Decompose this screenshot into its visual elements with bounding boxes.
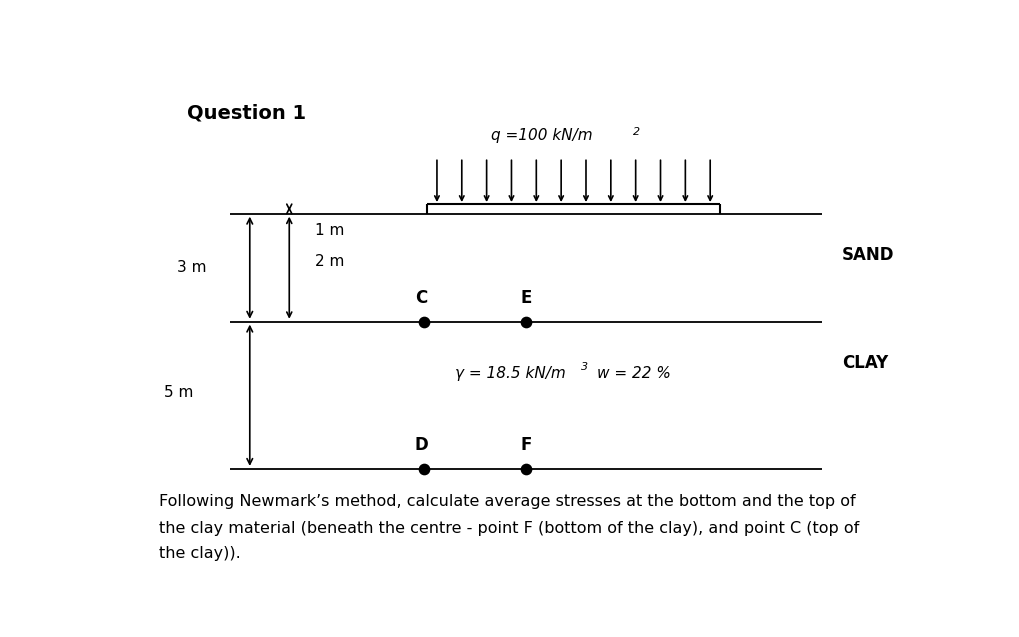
Point — [416, 317, 432, 327]
Text: D: D — [415, 436, 428, 454]
Text: 5 m: 5 m — [164, 385, 194, 400]
Text: 2: 2 — [633, 127, 640, 137]
Text: F: F — [521, 436, 532, 454]
Text: SAND: SAND — [842, 247, 895, 264]
Text: w = 22 %: w = 22 % — [597, 366, 672, 381]
Text: CLAY: CLAY — [842, 354, 889, 373]
Text: 1 m: 1 m — [315, 223, 344, 238]
Text: 3: 3 — [582, 362, 589, 372]
Text: Following Newmark’s method, calculate average stresses at the bottom and the top: Following Newmark’s method, calculate av… — [159, 494, 856, 510]
Text: C: C — [415, 289, 427, 307]
Point — [518, 317, 534, 327]
Text: E: E — [521, 289, 532, 307]
Point — [416, 464, 432, 474]
Text: the clay)).: the clay)). — [159, 547, 240, 561]
Text: Question 1: Question 1 — [186, 103, 306, 122]
Text: 2 m: 2 m — [315, 254, 344, 269]
Point — [518, 464, 534, 474]
Text: 3 m: 3 m — [177, 261, 207, 275]
Text: γ = 18.5 kN/m: γ = 18.5 kN/m — [455, 366, 566, 381]
Text: the clay material (beneath the centre - point F (bottom of the clay), and point : the clay material (beneath the centre - … — [159, 521, 859, 536]
Text: q =100 kN/m: q =100 kN/m — [491, 127, 593, 143]
